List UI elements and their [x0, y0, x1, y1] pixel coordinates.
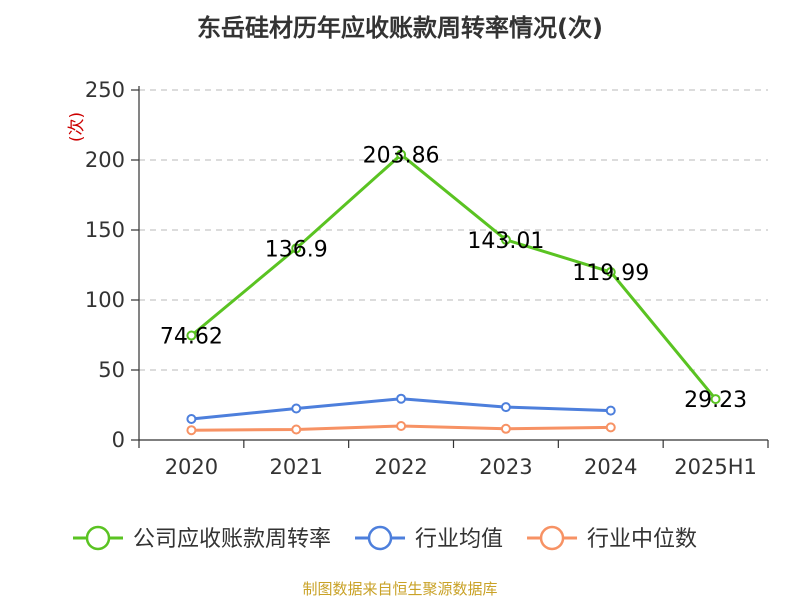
data-point [500, 402, 511, 413]
chart-title: 东岳硅材历年应收账款周转率情况(次) [197, 14, 603, 42]
legend-marker [367, 525, 393, 551]
data-point [291, 243, 302, 254]
data-point [396, 149, 407, 160]
data-point [291, 403, 302, 414]
data-point [396, 393, 407, 404]
data-point [186, 330, 197, 341]
data-point [605, 405, 616, 416]
axes: 0 50 100 150 200 250 2020 2021 2022 2023 2024 2025H… [85, 78, 769, 479]
legend: 公司应收账款周转率 行业均值 行业中位数 [73, 525, 697, 552]
legend-marker [85, 525, 111, 551]
x-tick-label: 2020 [165, 455, 218, 479]
data-point [291, 424, 302, 435]
x-tick-label: 2023 [479, 455, 532, 479]
data-label: 74.62 [160, 325, 223, 350]
x-tick-label: 2022 [374, 455, 427, 479]
series-line [190, 153, 717, 401]
y-tick-label: 100 [85, 288, 125, 312]
series-group [186, 149, 721, 436]
data-point [605, 267, 616, 278]
data-point [186, 425, 197, 436]
source-note: 制图数据来自恒生聚源数据库 [302, 580, 497, 598]
data-point [500, 234, 511, 245]
legend-item: 行业中位数 [527, 525, 697, 552]
data-point [396, 421, 407, 431]
data-label: 136.9 [265, 237, 328, 262]
series-0 [186, 149, 721, 405]
data-label: 119.99 [572, 261, 649, 286]
series-1 [186, 393, 616, 424]
x-tick-label: 2021 [270, 455, 323, 479]
x-tick-label: 2025H1 [674, 455, 757, 479]
y-tick-label: 50 [98, 358, 125, 382]
grid [139, 89, 768, 371]
data-point [186, 414, 197, 424]
data-label: 203.86 [363, 144, 440, 169]
y-tick-label: 0 [112, 428, 125, 452]
data-point [710, 394, 721, 405]
data-label: 29.23 [684, 388, 747, 413]
y-tick-label: 250 [85, 78, 125, 102]
legend-item: 行业均值 [355, 525, 503, 552]
data-point [500, 423, 511, 434]
legend-item: 公司应收账款周转率 [73, 525, 331, 552]
legend-label: 行业均值 [415, 527, 503, 552]
data-label: 143.01 [467, 229, 544, 254]
legend-label: 公司应收账款周转率 [133, 527, 331, 552]
legend-label: 行业中位数 [587, 527, 697, 552]
y-axis-label: (次) [67, 112, 87, 142]
y-tick-label: 200 [85, 148, 125, 172]
legend-marker [539, 525, 565, 551]
data-point [605, 422, 616, 433]
series-2 [186, 421, 616, 436]
x-tick-label: 2024 [584, 455, 637, 479]
data-labels: 74.62 136.9 203.86 143.01 119.99 29.23 [160, 144, 747, 413]
y-tick-label: 150 [85, 218, 125, 242]
